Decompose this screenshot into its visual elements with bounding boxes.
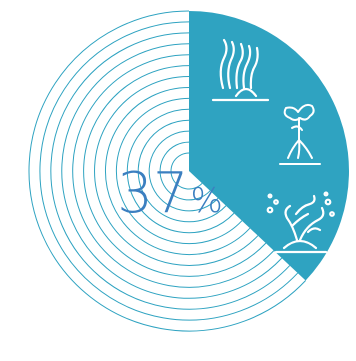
- rings-slice: [28, 10, 306, 332]
- seagrass-icon: [211, 38, 270, 102]
- ring-arc: [28, 10, 306, 332]
- percentage-sign: %: [190, 181, 222, 221]
- ring-arc: [170, 152, 203, 190]
- ring-arc: [72, 54, 275, 288]
- mangrove-icon: [279, 103, 321, 165]
- solid-slice: [189, 11, 349, 281]
- ring-arc: [126, 108, 235, 234]
- ring-arc: [105, 86, 251, 256]
- coral-icon: [266, 191, 335, 254]
- percentage-label: 37%: [117, 161, 223, 226]
- ring-arc: [94, 76, 259, 266]
- ring-arc: [115, 97, 243, 245]
- ring-arc: [50, 32, 291, 310]
- ring-arc: [148, 130, 219, 212]
- ring-arc: [39, 21, 299, 321]
- percentage-number: 37: [117, 161, 188, 226]
- ring-arc: [83, 65, 267, 277]
- ring-arc: [159, 141, 211, 201]
- ring-arc: [61, 43, 283, 299]
- ring-arc: [137, 119, 227, 223]
